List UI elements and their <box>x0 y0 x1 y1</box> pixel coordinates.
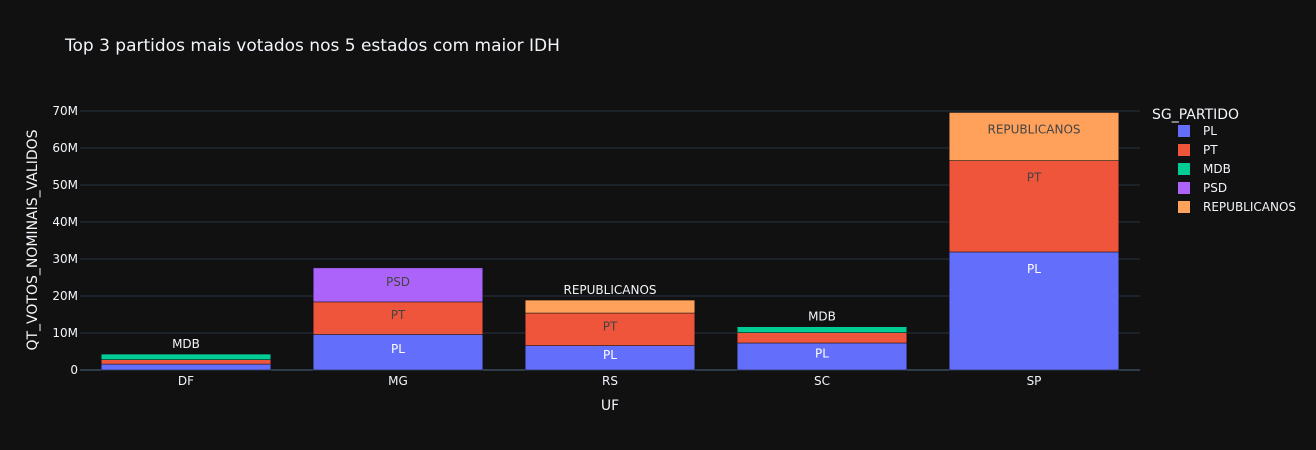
chart-title: Top 3 partidos mais votados nos 5 estado… <box>64 36 560 56</box>
bar-df-mdb <box>100 353 272 360</box>
legend-swatch <box>1178 144 1190 156</box>
bar-mg-pl <box>312 334 484 371</box>
y-tick-label: 20M <box>52 289 78 303</box>
bar-label-outside: MDB <box>808 310 836 324</box>
bar-label: PT <box>391 308 406 322</box>
bar-sc-mdb <box>736 326 908 333</box>
bar-label: PT <box>603 319 618 333</box>
y-tick-label: 60M <box>52 141 78 155</box>
legend-item-psd[interactable]: PSD <box>1178 181 1227 195</box>
bar-label: PL <box>603 348 617 362</box>
legend-swatch <box>1178 182 1190 194</box>
bar-label-outside: MDB <box>172 337 200 351</box>
bar-label: PL <box>391 342 405 356</box>
x-tick-label: MG <box>388 374 408 388</box>
bar-label: PSD <box>386 275 410 289</box>
y-tick-label: 0 <box>70 363 78 377</box>
bar-sp-pt <box>948 160 1120 253</box>
y-tick-label: 10M <box>52 326 78 340</box>
bar-label: PL <box>815 346 829 360</box>
legend-title: SG_PARTIDO <box>1152 107 1239 123</box>
y-axis-ticks: 0 10M 20M 30M 40M 50M 60M 70M <box>52 104 78 377</box>
x-axis-title: UF <box>601 398 619 414</box>
legend-item-pl[interactable]: PL <box>1178 124 1217 138</box>
bar-label: PL <box>1027 262 1041 276</box>
legend-item-mdb[interactable]: MDB <box>1178 162 1231 176</box>
bar-df-pl <box>100 363 272 371</box>
bar-rs-pt <box>524 312 696 346</box>
legend-swatch <box>1178 163 1190 175</box>
legend-item-republicanos[interactable]: REPUBLICANOS <box>1178 200 1296 214</box>
legend-swatch <box>1178 201 1190 213</box>
legend-label: PT <box>1203 143 1218 157</box>
bar-mg-pt <box>312 301 484 335</box>
y-tick-label: 30M <box>52 252 78 266</box>
x-tick-label: RS <box>602 374 618 388</box>
x-tick-label: SC <box>814 374 830 388</box>
bar-label: REPUBLICANOS <box>987 122 1080 136</box>
bar-label: PT <box>1027 171 1042 185</box>
y-tick-label: 70M <box>52 104 78 118</box>
legend: SG_PARTIDO PL PT MDB PSD REPUBLICANOS <box>1152 107 1296 214</box>
bar-rs-republicanos <box>524 299 696 314</box>
bar-sp-pl <box>948 251 1120 371</box>
y-tick-label: 50M <box>52 178 78 192</box>
grid <box>80 110 1140 371</box>
legend-label: PL <box>1203 124 1217 138</box>
bar-sc-pl <box>736 342 908 371</box>
bar-mg-psd <box>312 267 484 303</box>
x-tick-label: SP <box>1027 374 1042 388</box>
y-axis-title: QT_VOTOS_NOMINAIS_VALIDOS <box>25 129 41 350</box>
bar-rs-pl <box>524 345 696 371</box>
y-tick-label: 40M <box>52 215 78 229</box>
x-tick-label: DF <box>178 374 194 388</box>
legend-label: REPUBLICANOS <box>1203 200 1296 214</box>
bar-sp-republicanos <box>948 112 1120 161</box>
legend-swatch <box>1178 125 1190 137</box>
legend-label: PSD <box>1203 181 1227 195</box>
bars <box>100 112 1120 371</box>
bar-sc-pt <box>736 332 908 344</box>
legend-item-pt[interactable]: PT <box>1178 143 1218 157</box>
legend-label: MDB <box>1203 162 1231 176</box>
x-axis-ticks: DF MG RS SC SP <box>178 374 1042 388</box>
bar-label-outside: REPUBLICANOS <box>563 283 656 297</box>
bar-df-pt <box>100 359 272 365</box>
bar-labels: MDB PL PT PSD PL PT REPUBLICANOS PL MDB PL PT REPUB… <box>172 122 1080 361</box>
